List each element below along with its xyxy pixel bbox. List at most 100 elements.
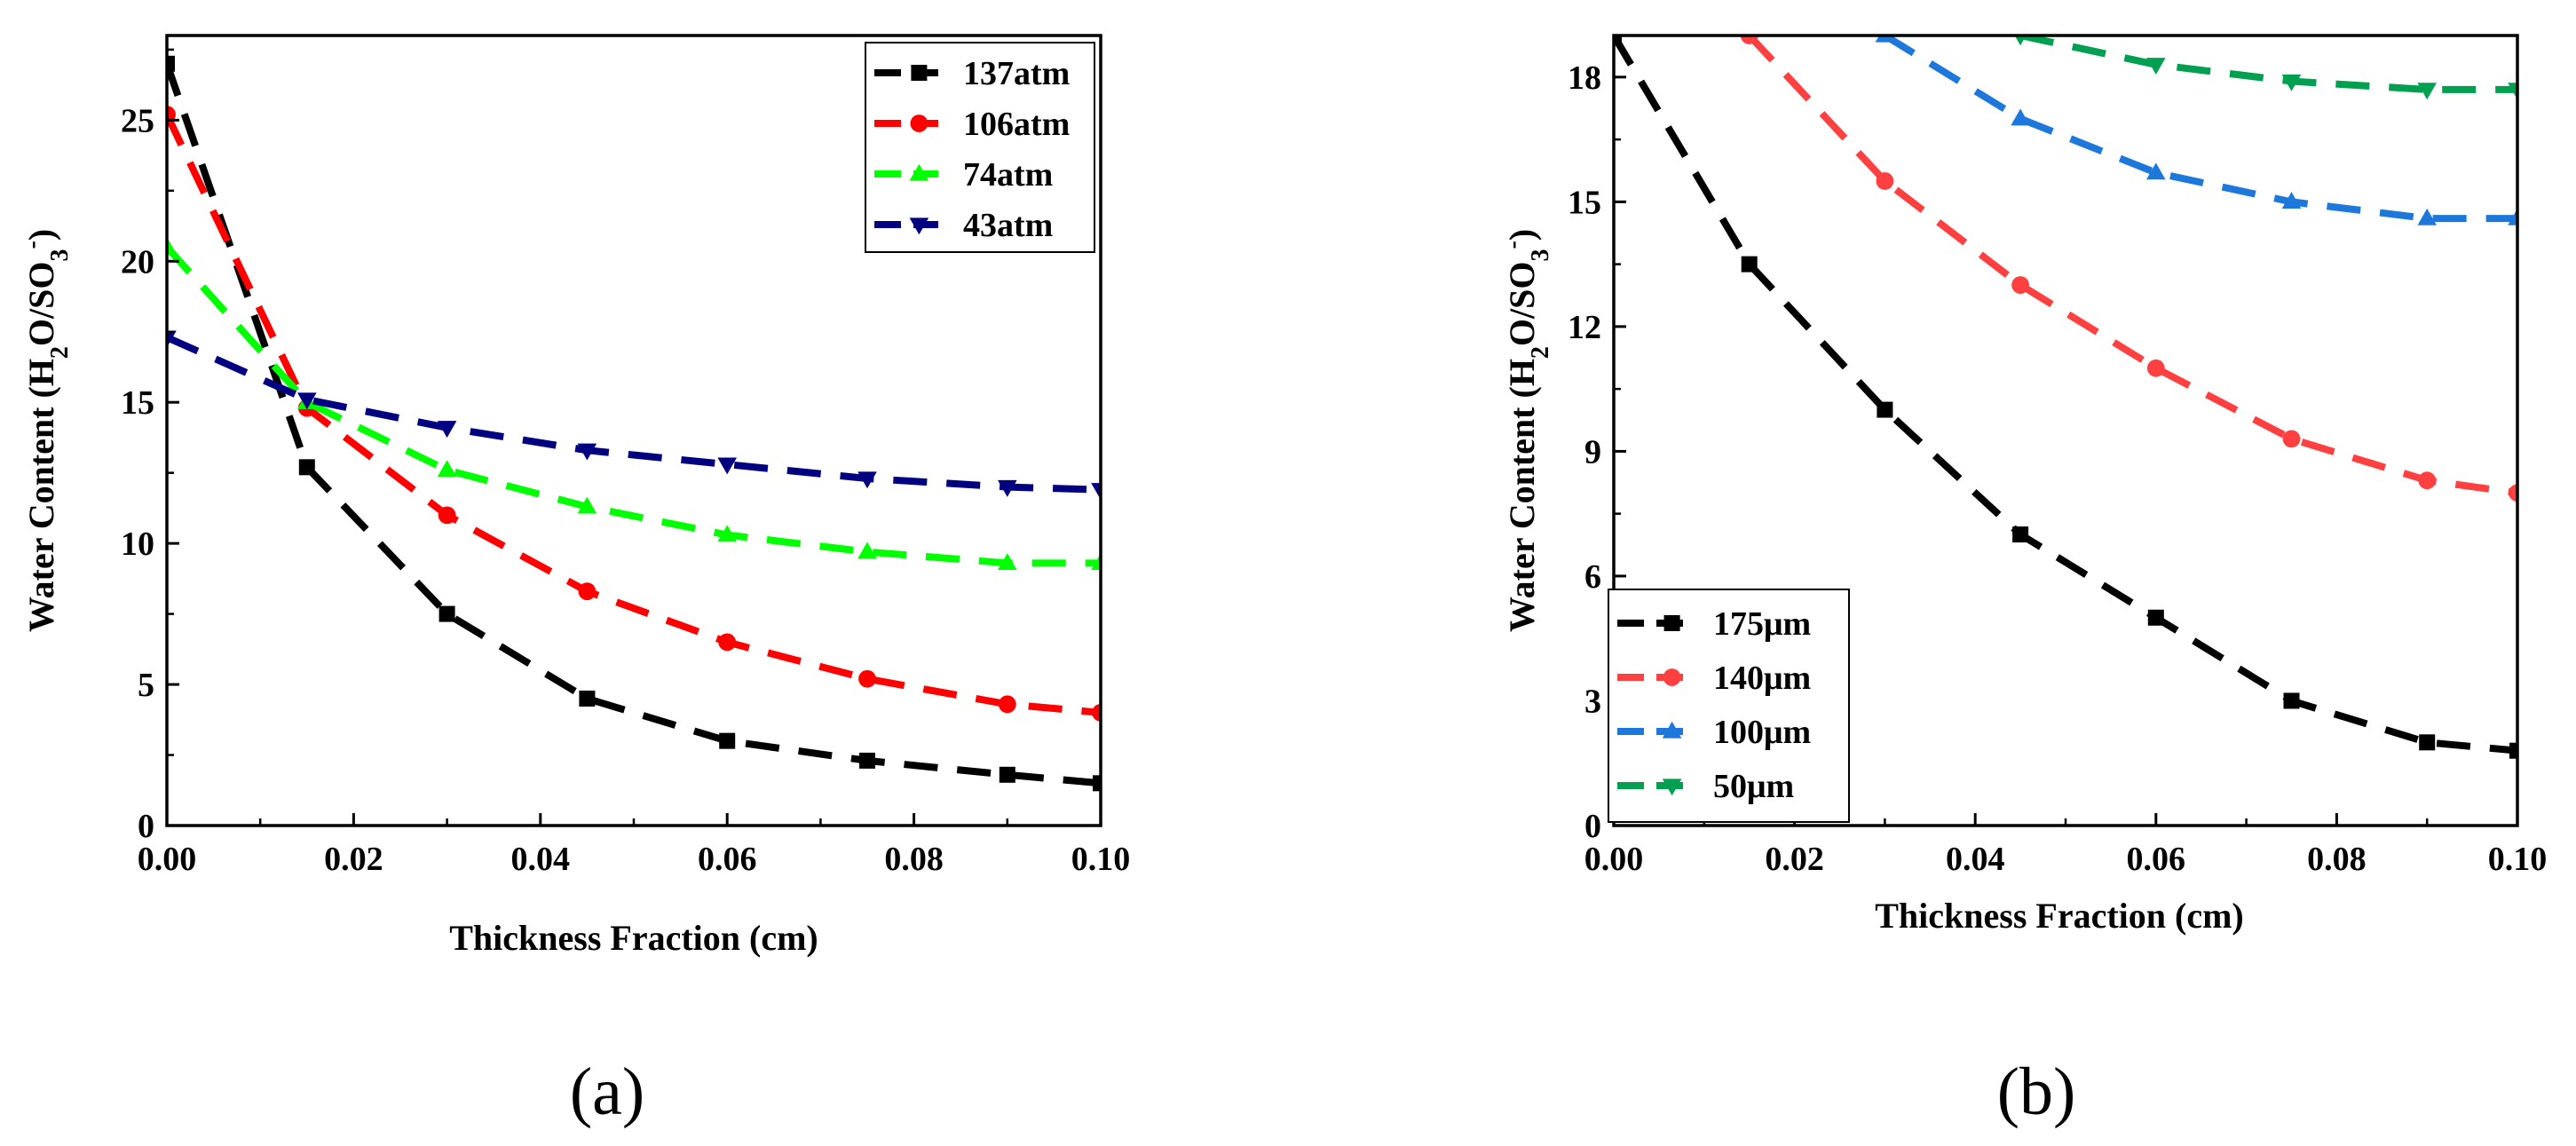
data-point-b: [2146, 58, 2166, 75]
legend-marker-b: [1663, 615, 1680, 631]
data-point-a: [298, 459, 315, 476]
data-point-b: [2417, 208, 2437, 225]
data-point-b: [2419, 734, 2436, 751]
data-point-b: [1875, 36, 1895, 43]
data-point-b: [2417, 83, 2437, 100]
series-line-a: [167, 334, 1101, 494]
x-tick-label-b: 0.10: [2488, 841, 2548, 878]
series-line-a: [167, 113, 1101, 716]
data-point-b: [2147, 609, 2164, 626]
data-point-a: [857, 541, 877, 559]
data-point-a: [297, 392, 317, 410]
data-point-b: [2011, 108, 2030, 126]
data-point-a: [577, 496, 597, 514]
data-point-a: [167, 330, 177, 348]
x-tick-label-a: 0.00: [138, 841, 197, 878]
chart-panel-a: 0.00 0.02 0.04 0.06 0.08 0.10 0 5 10 15 20 25 137a…: [19, 34, 1131, 1129]
x-tick-label-a: 0.08: [884, 841, 944, 878]
y-tick-label-b: 6: [1584, 558, 1601, 596]
y-tick-label-a: 5: [138, 667, 154, 704]
legend-marker-a: [909, 217, 929, 235]
data-point-b: [2146, 162, 2166, 180]
series-line-b: [1614, 36, 2517, 755]
panel-label-b: (b): [1997, 1055, 2076, 1129]
legend-marker-a: [911, 65, 928, 81]
y-tick-label-a: 25: [121, 102, 154, 139]
data-point-b: [1740, 36, 1758, 44]
data-point-b: [2014, 36, 2027, 46]
data-point-b: [2012, 526, 2029, 543]
y-tick-label-b: 12: [1568, 309, 1601, 346]
data-point-a: [1093, 775, 1101, 792]
y-axis-title-a: Water Content (H2O/SO3-): [19, 229, 74, 632]
series-line-a: [167, 62, 1101, 787]
legend-marker-a: [909, 163, 929, 181]
legend-label-b: 175μm: [1713, 605, 1811, 643]
data-point-b: [1614, 36, 1622, 43]
data-point-b: [2281, 74, 2302, 91]
data-point-a: [857, 471, 877, 489]
x-axis-title-a: Thickness Fraction (cm): [449, 918, 818, 958]
chart-panel-b: 0.00 0.02 0.04 0.06 0.08 0.10 0 3 6 9 12 15 18 175μ…: [1499, 34, 2548, 1129]
y-tick-label-a: 0: [138, 808, 154, 845]
panel-label-a: (a): [570, 1055, 644, 1129]
data-point-b: [2508, 83, 2517, 100]
y-axis-title-b: Water Content (H2O/SO3-): [1499, 229, 1554, 632]
data-point-b: [2509, 742, 2517, 759]
data-point-a: [859, 752, 875, 769]
data-point-a: [998, 479, 1017, 497]
data-point-b: [2281, 192, 2302, 209]
x-tick-label-a: 0.02: [324, 841, 383, 878]
x-tick-label-b: 0.08: [2307, 841, 2367, 878]
legend-label-a: 74atm: [963, 156, 1053, 194]
data-point-a: [578, 582, 597, 601]
data-point-a: [718, 633, 737, 652]
data-point-a: [1091, 483, 1101, 500]
y-tick-label-b: 0: [1584, 808, 1601, 845]
data-point-b: [1741, 256, 1758, 273]
legend-label-b: 140μm: [1713, 660, 1811, 697]
x-tick-label-b: 0.04: [1946, 841, 2005, 878]
series-line-b: [1883, 36, 2517, 223]
data-point-b: [2509, 484, 2517, 502]
legend-marker-a: [910, 115, 928, 132]
data-point-b: [2146, 359, 2165, 377]
data-point-a: [719, 732, 736, 749]
x-tick-label-a: 0.04: [511, 841, 571, 878]
legend-a: 137atm 106atm 74atm 43atm: [865, 42, 1095, 253]
y-tick-label-b: 3: [1584, 683, 1601, 720]
data-point-a: [858, 669, 876, 688]
x-tick-label-b: 0.00: [1584, 841, 1644, 878]
legend-marker-b: [1663, 668, 1681, 686]
data-point-a: [437, 421, 457, 439]
data-point-a: [998, 553, 1017, 571]
legend-label-a: 43atm: [963, 207, 1053, 244]
series-line-b: [1746, 36, 2517, 497]
data-point-b: [2011, 276, 2030, 294]
y-tick-label-a: 10: [121, 526, 154, 563]
data-point-a: [717, 457, 737, 475]
y-tick-label-a: 15: [121, 384, 154, 422]
data-point-b: [2508, 208, 2517, 225]
data-point-a: [717, 525, 737, 542]
data-point-b: [1877, 401, 1893, 418]
data-point-a: [998, 695, 1016, 714]
data-point-a: [437, 460, 457, 478]
x-tick-label-a: 0.10: [1071, 841, 1131, 878]
legend-marker-b: [1662, 721, 1682, 739]
legend-marker-b: [1662, 778, 1682, 796]
x-tick-label-a: 0.06: [698, 841, 757, 878]
data-point-a: [167, 55, 175, 72]
series-line-b: [2019, 36, 2517, 93]
y-tick-label-b: 15: [1568, 184, 1601, 221]
legend-label-a: 137atm: [963, 55, 1070, 92]
data-point-a: [577, 443, 597, 461]
legend-box-b: [1608, 589, 1850, 823]
series-line-a: [167, 244, 1101, 567]
data-point-b: [2282, 430, 2301, 448]
data-point-b: [1876, 172, 1894, 190]
legend-label-b: 50μm: [1713, 768, 1794, 805]
data-point-a: [999, 766, 1015, 783]
data-point-a: [1091, 553, 1101, 571]
data-point-a: [579, 690, 596, 707]
